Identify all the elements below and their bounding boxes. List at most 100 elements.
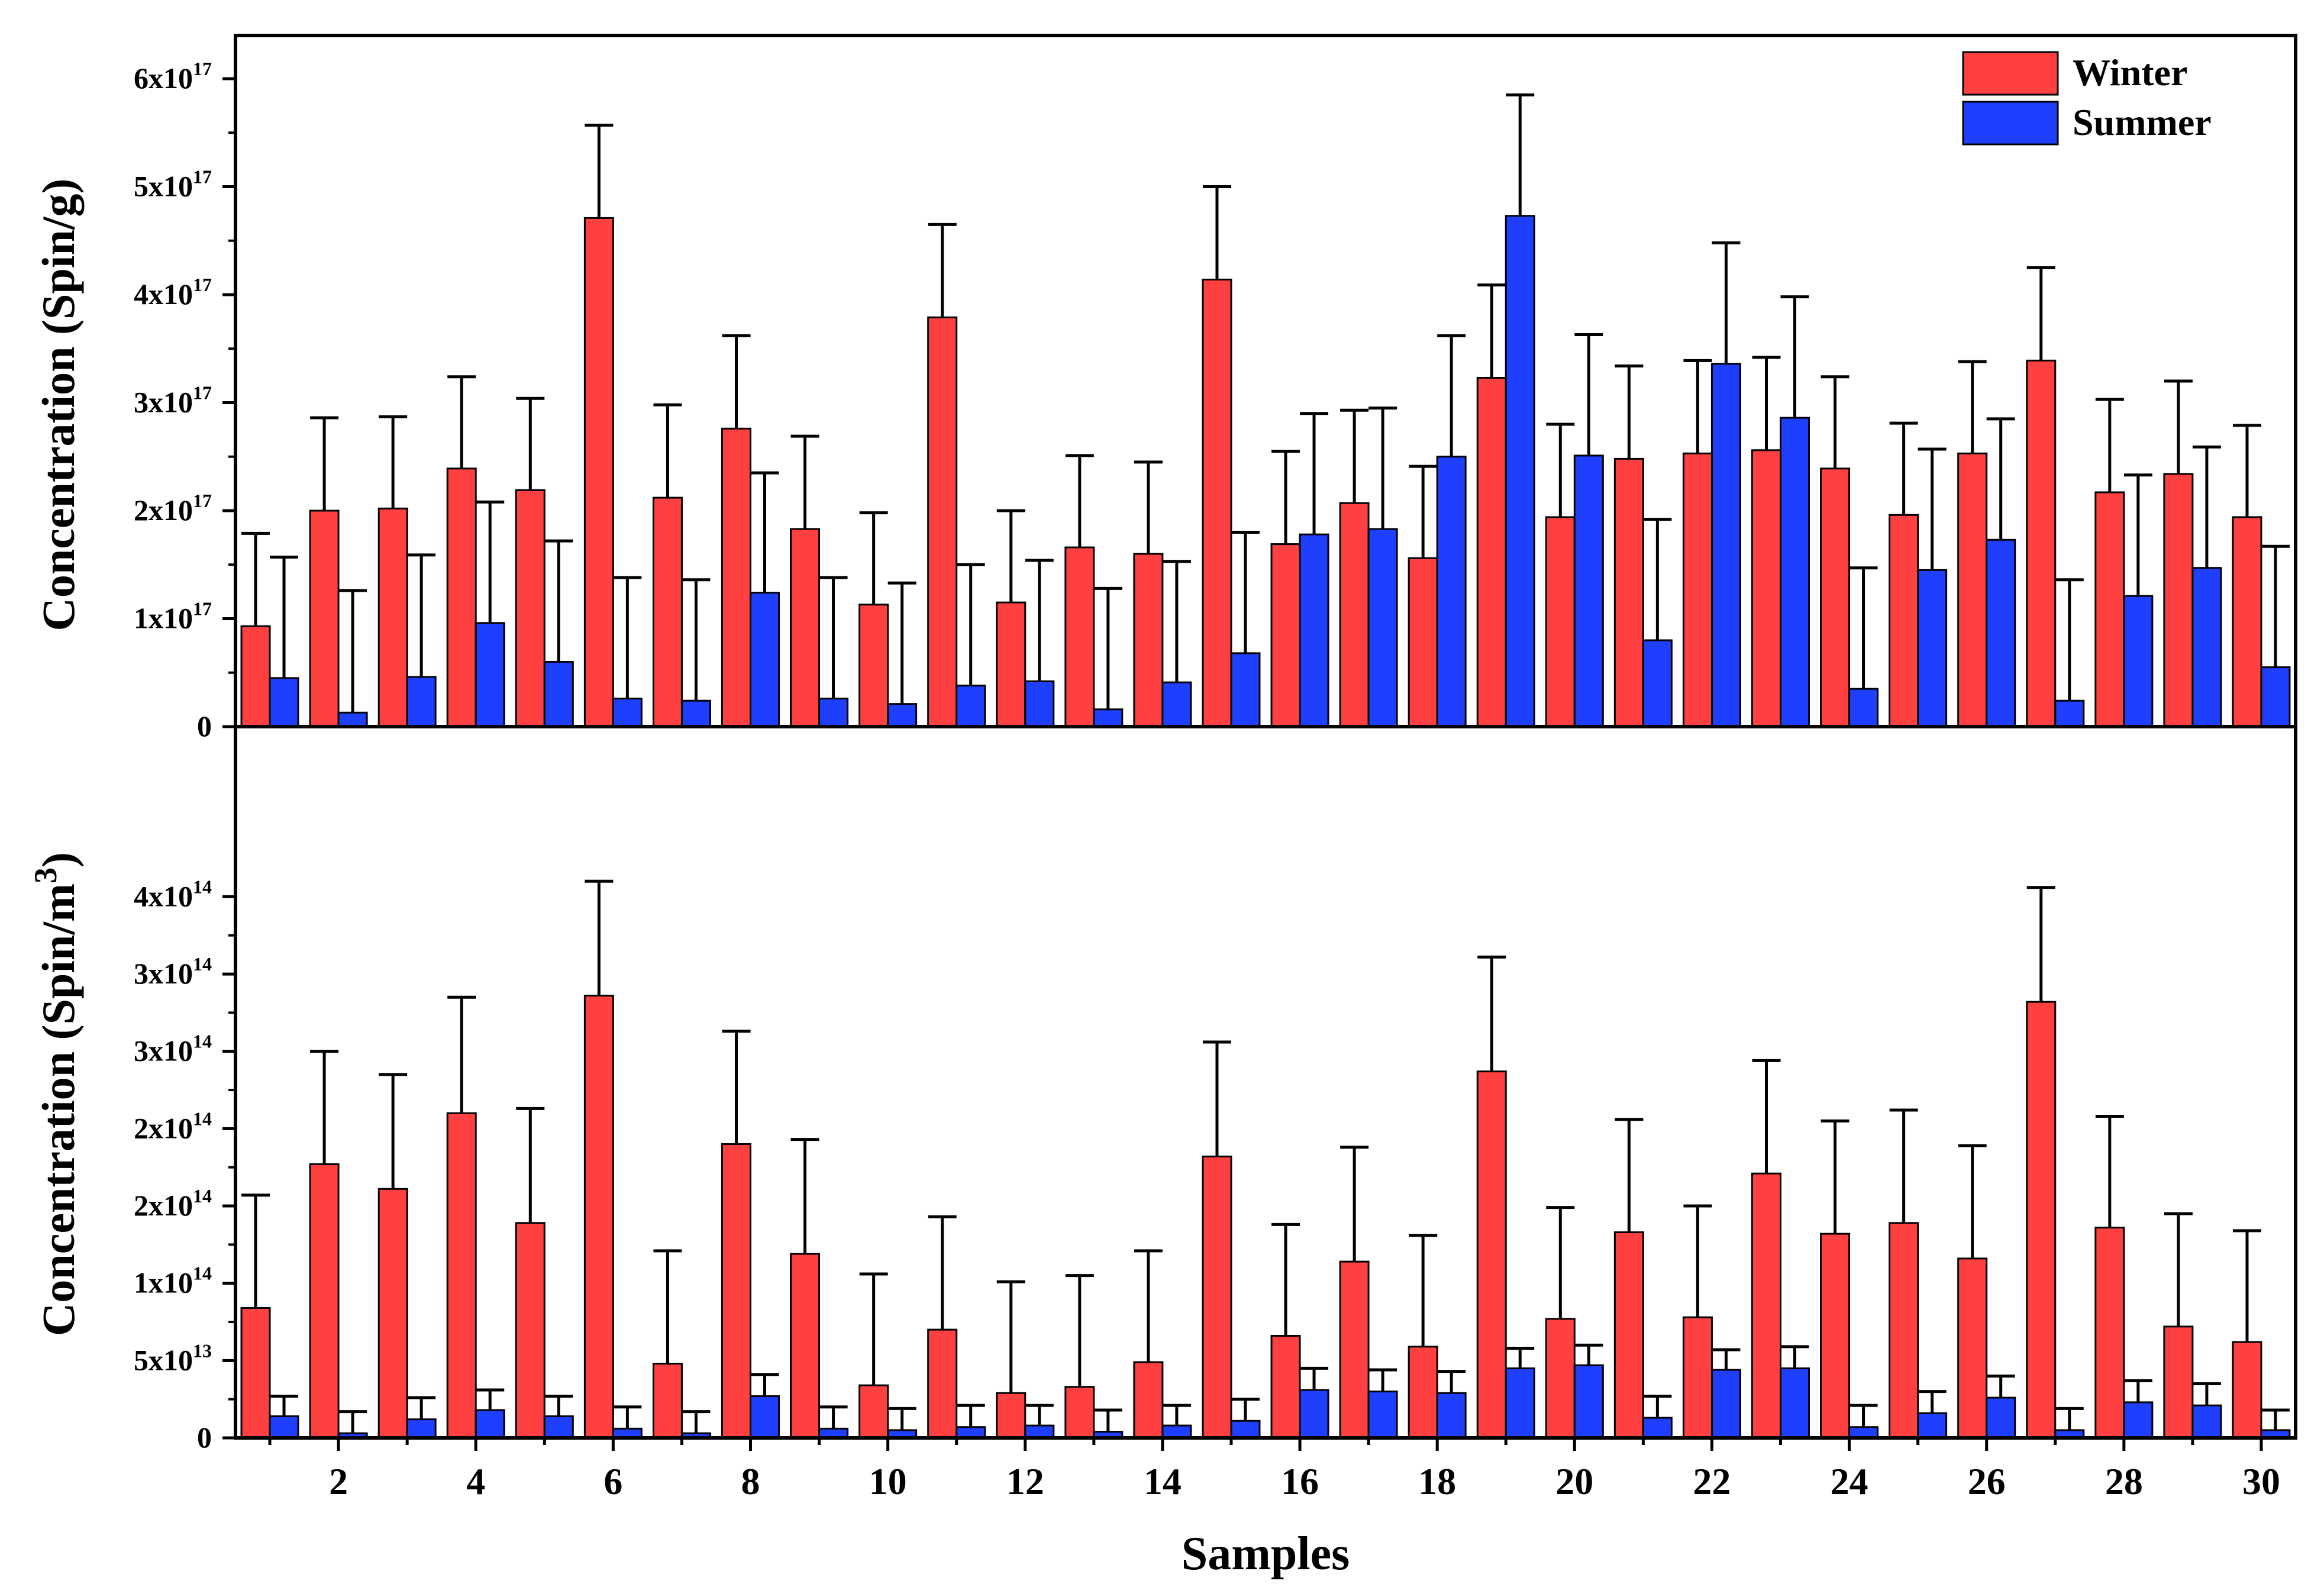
bottom-bar-winter (309, 1163, 340, 1439)
top-bar-summer (269, 677, 299, 728)
bottom-ytick-label: 1x1014 (134, 1263, 212, 1299)
top-bar-summer (1093, 708, 1124, 728)
bottom-ytick-label: 4x1014 (134, 876, 212, 912)
bottom-bar-summer (269, 1415, 299, 1439)
bottom-bar-summer (1573, 1364, 1604, 1439)
bottom-bar-winter (1133, 1361, 1164, 1439)
top-ytick-exponent: 17 (193, 490, 212, 511)
bottom-bar-summer (1780, 1367, 1810, 1439)
top-bar-winter (652, 496, 683, 728)
x-axis-title: Samples (1182, 1528, 1350, 1580)
x-tick-label: 30 (2242, 1460, 2280, 1502)
top-bar-summer (1848, 688, 1879, 728)
top-ytick-exponent: 17 (193, 58, 212, 79)
top-bar-summer (2054, 699, 2085, 728)
top-bar-summer (1505, 215, 1535, 728)
x-tick-label: 28 (2105, 1460, 2143, 1502)
bottom-bar-winter (1613, 1231, 1644, 1439)
bottom-bar-summer (406, 1418, 437, 1439)
top-bar-winter (240, 625, 271, 728)
top-ytick-label: 6x1017 (134, 58, 212, 95)
bottom-y-axis-title-end: ) (33, 852, 84, 867)
top-bar-winter (721, 427, 751, 728)
x-tick-label: 4 (466, 1460, 485, 1502)
bottom-bar-winter (1957, 1257, 1988, 1439)
top-bar-winter (1202, 278, 1232, 728)
top-ytick-label: 3x1017 (134, 382, 212, 419)
top-bar-summer (818, 698, 849, 728)
top-bar-winter (1613, 457, 1644, 728)
top-bar-summer (406, 676, 437, 728)
bottom-bar-summer (1436, 1392, 1467, 1439)
top-bar-summer (2191, 567, 2222, 728)
top-bar-summer (1299, 533, 1329, 728)
bottom-bar-winter (2094, 1227, 2125, 1439)
bottom-bar-summer (1024, 1424, 1055, 1439)
top-bar-summer (1573, 454, 1604, 728)
bottom-bar-summer (2123, 1401, 2154, 1439)
bottom-ytick-exponent: 14 (193, 1108, 212, 1129)
top-ytick-exponent: 17 (193, 598, 212, 620)
top-bar-winter (1339, 502, 1370, 728)
top-bar-summer (1986, 538, 2016, 728)
top-bar-winter (1408, 557, 1438, 728)
top-bar-summer (1230, 652, 1261, 728)
bottom-bar-summer (1367, 1391, 1398, 1439)
legend-label-winter: Winter (2073, 51, 2187, 93)
top-bar-winter (1476, 377, 1507, 728)
bottom-bar-summer (1986, 1396, 2016, 1439)
bottom-ytick-label: 3x1014 (134, 953, 212, 990)
bottom-bar-winter (1476, 1070, 1507, 1439)
bottom-bar-winter (1545, 1318, 1576, 1439)
top-bar-summer (1436, 456, 1467, 728)
x-tick-label: 16 (1281, 1460, 1319, 1502)
bottom-bar-summer (1642, 1417, 1673, 1439)
bottom-bar-winter (1339, 1260, 1370, 1439)
top-bar-summer (543, 661, 574, 728)
top-bar-winter (515, 489, 546, 728)
top-bar-winter (377, 507, 408, 728)
bottom-y-axis-title: Concentration (Spin/m3) (28, 852, 84, 1336)
top-bar-summer (887, 703, 918, 728)
top-bar-summer (680, 699, 711, 728)
top-ytick-label: 4x1017 (134, 274, 212, 311)
bottom-bar-summer (1161, 1424, 1192, 1439)
x-tick-label: 26 (1968, 1460, 2006, 1502)
top-bar-summer (1710, 363, 1741, 728)
top-bar-summer (1161, 681, 1192, 728)
x-tick-label: 6 (603, 1460, 622, 1502)
bottom-ytick-exponent: 14 (193, 1185, 212, 1207)
top-y-axis-title: Concentration (Spin/g) (33, 179, 84, 631)
top-ytick-label: 2x1017 (134, 490, 212, 527)
bottom-axes-frame (234, 725, 2297, 1440)
top-bar-winter (1545, 516, 1576, 728)
top-bar-winter (927, 316, 958, 728)
top-bar-winter (790, 528, 821, 728)
bottom-bar-winter (1682, 1316, 1713, 1439)
x-tick-label: 8 (741, 1460, 760, 1502)
top-bar-summer (475, 622, 505, 728)
top-bar-winter (1133, 553, 1164, 728)
bottom-bar-winter (2163, 1325, 2194, 1439)
top-ytick-label: 5x1017 (134, 166, 212, 203)
bottom-bar-winter (583, 995, 614, 1439)
top-ytick-exponent: 17 (193, 274, 212, 295)
top-bar-summer (2260, 666, 2291, 728)
bottom-bar-summer (2191, 1404, 2222, 1439)
top-ytick-label: 0 (197, 709, 212, 743)
top-bar-winter (446, 467, 477, 728)
top-bar-winter (1270, 543, 1301, 728)
top-bar-summer (1024, 680, 1055, 728)
bottom-bar-winter (446, 1112, 477, 1439)
x-tick-label: 2 (329, 1460, 348, 1502)
top-bar-winter (1064, 546, 1095, 728)
x-tick-label: 14 (1144, 1460, 1182, 1502)
bottom-bar-winter (515, 1222, 546, 1439)
bottom-bar-winter (858, 1384, 889, 1439)
bottom-bar-summer (1917, 1412, 1948, 1439)
top-ytick-exponent: 17 (193, 166, 212, 188)
bottom-y-axis-title-main: Concentration (Spin/m (33, 883, 84, 1336)
x-tick-label: 20 (1555, 1460, 1593, 1502)
